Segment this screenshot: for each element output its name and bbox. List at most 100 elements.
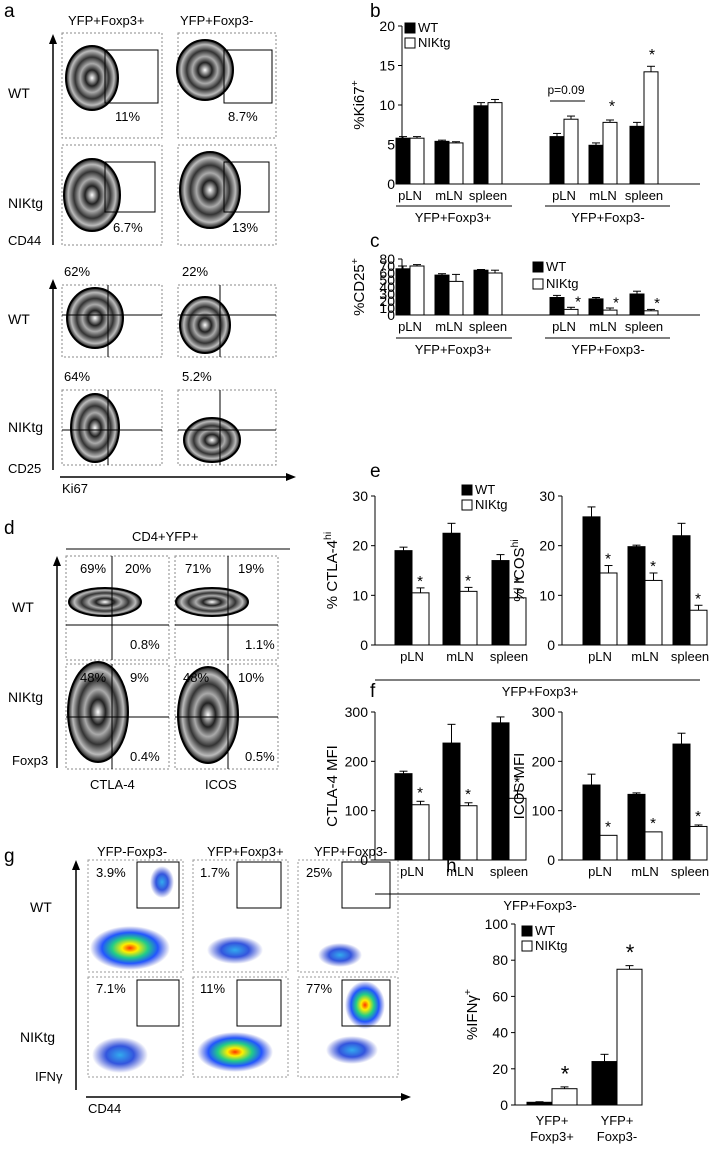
gate-value: 25%: [306, 865, 333, 880]
chart-h-ytick-label: 80: [492, 952, 508, 968]
chart-c-category-label: pLN: [398, 319, 422, 334]
chart-b-ytick-label: 5: [387, 137, 395, 153]
chart-c-category-label: spleen: [469, 319, 507, 334]
chart-b-bar-niktg: [409, 137, 425, 185]
chart-e2-bar-niktg: [599, 572, 618, 646]
chart-e2-annotation: *: [605, 551, 611, 568]
col-label-g-pos: YFP+Foxp3+: [207, 844, 284, 859]
gate-value: 3.9%: [96, 865, 126, 880]
chart-e2-category-label: spleen: [671, 649, 709, 664]
chart-c-annotation: *: [575, 294, 581, 311]
gate-value: 22%: [182, 264, 209, 279]
chart-b-bar-wt: [588, 144, 604, 185]
chart-h-ytick-label: 40: [492, 1025, 508, 1041]
chart-c-ytick-label: 60: [379, 265, 395, 281]
quad-value: 10%: [238, 670, 265, 685]
chart-f2-ytick-label: 100: [532, 803, 556, 819]
chart-f-group-label: YFP+Foxp3-: [503, 898, 576, 913]
chart-f1-bar-wt: [442, 742, 461, 861]
chart-h-ytick-label: 20: [492, 1061, 508, 1077]
chart-b-group-label: YFP+Foxp3+: [415, 210, 492, 225]
legend-niktg-label: NIKtg: [546, 276, 579, 291]
chart-e1-ytick-label: 30: [352, 488, 368, 504]
flow-plot-a-cd25-wt-foxp3pos: [61, 284, 163, 358]
chart-h-ytick-label: 60: [492, 988, 508, 1004]
chart-c-category-label: spleen: [625, 319, 663, 334]
axis-x-d-ctla4: CTLA-4: [90, 777, 135, 792]
chart-f1-bar-niktg: [459, 805, 478, 861]
chart-e1-bar-niktg: [411, 592, 430, 646]
chart-e2-bar-niktg: [689, 609, 708, 646]
chart-f2-bar-wt: [582, 784, 601, 861]
chart-e2-ytick-label: 10: [539, 587, 555, 603]
chart-e1-annotation: *: [465, 572, 471, 589]
row-label-d-niktg: NIKtg: [8, 689, 44, 705]
row-label-g-wt: WT: [30, 899, 52, 915]
chart-e2-ylabel: % ICOShi: [509, 539, 528, 601]
quad-value: 0.4%: [130, 749, 160, 764]
chart-c-ytick-label: 80: [379, 251, 395, 267]
chart-b-ytick-label: 15: [379, 58, 395, 74]
flow-plot-a-cd25-nik-foxp3pos: [61, 389, 163, 466]
gate-value: 62%: [64, 264, 91, 279]
chart-e2-category-label: pLN: [588, 649, 612, 664]
chart-f1-category-label: pLN: [400, 864, 424, 879]
quad-value: 0.8%: [130, 637, 160, 652]
chart-e1-bar-niktg: [459, 590, 478, 646]
chart-b-bar-wt: [434, 140, 450, 185]
chart-h-category-label: YFP+: [601, 1113, 634, 1128]
chart-f2-annotation: *: [605, 818, 611, 835]
chart-f1-bar-wt: [491, 722, 510, 861]
flow-plot-a-nik-foxp3pos: [61, 144, 163, 246]
chart-f1-ylabel: CTLA-4 MFI: [324, 745, 341, 827]
chart-b-bar-niktg: [487, 102, 503, 185]
chart-h-ylabel: %IFNγ+: [462, 989, 481, 1040]
axis-y-g-ifng: IFNγ: [35, 1069, 63, 1084]
chart-f1-bar-niktg: [508, 797, 527, 861]
chart-b-group-label: YFP+Foxp3-: [571, 210, 644, 225]
gate-value: 8.7%: [228, 109, 258, 124]
chart-f2-bar-wt: [627, 793, 646, 861]
chart-h-bar-niktg: [551, 1088, 578, 1106]
chart-b-category-label: mLN: [435, 188, 462, 203]
chart-f2-bar-wt: [672, 743, 691, 861]
legend-niktg-label: NIKtg: [418, 35, 451, 50]
chart-c-ytick-label: 40: [379, 279, 395, 295]
chart-e1-category-label: spleen: [490, 649, 528, 664]
legend-wt-swatch: [521, 925, 533, 937]
chart-b-bar-wt: [629, 125, 645, 185]
chart-f1-category-label: spleen: [490, 864, 528, 879]
chart-b-category-label: spleen: [625, 188, 663, 203]
quad-value: 0.5%: [245, 749, 275, 764]
chart-e2-annotation: *: [650, 558, 656, 575]
chart-h-ytick-label: 0: [500, 1097, 508, 1113]
axis-y-a-cd44: CD44: [8, 233, 42, 248]
legend-niktg-swatch: [532, 278, 544, 290]
chart-c-bar-niktg: [563, 308, 579, 316]
quad-value: 69%: [80, 561, 107, 576]
col-label-g-foxneg: YFP+Foxp3-: [314, 844, 388, 859]
gate-value: 1.7%: [200, 865, 230, 880]
chart-e1-annotation: *: [514, 574, 520, 591]
chart-f1-annotation: *: [514, 774, 520, 791]
chart-e1-ytick-label: 20: [352, 538, 368, 554]
chart-c-group-label: YFP+Foxp3-: [571, 342, 644, 357]
axis-x-d-icos: ICOS: [205, 777, 237, 792]
chart-f2-ytick-label: 0: [547, 852, 555, 868]
chart-h-annotation: *: [626, 940, 635, 965]
legend-wt-label: WT: [475, 482, 495, 497]
chart-e1-bar-niktg: [508, 597, 527, 646]
chart-b-ytick-label: 20: [379, 18, 395, 34]
chart-e1-ylabel: % CTLA-4hi: [322, 532, 341, 609]
chart-c-bar-wt: [629, 293, 645, 316]
col-label-a-foxp3pos: YFP+Foxp3+: [68, 13, 145, 28]
chart-b-ytick-label: 10: [379, 97, 395, 113]
row-label-a-wt: WT: [8, 85, 30, 101]
chart-h-category-label: Foxp3+: [530, 1129, 574, 1144]
chart-h-category-label: Foxp3-: [597, 1129, 637, 1144]
chart-h-annotation: *: [561, 1061, 570, 1086]
chart-f2-category-label: mLN: [631, 864, 658, 879]
chart-c-category-label: mLN: [589, 319, 616, 334]
chart-f2-annotation: *: [650, 815, 656, 832]
